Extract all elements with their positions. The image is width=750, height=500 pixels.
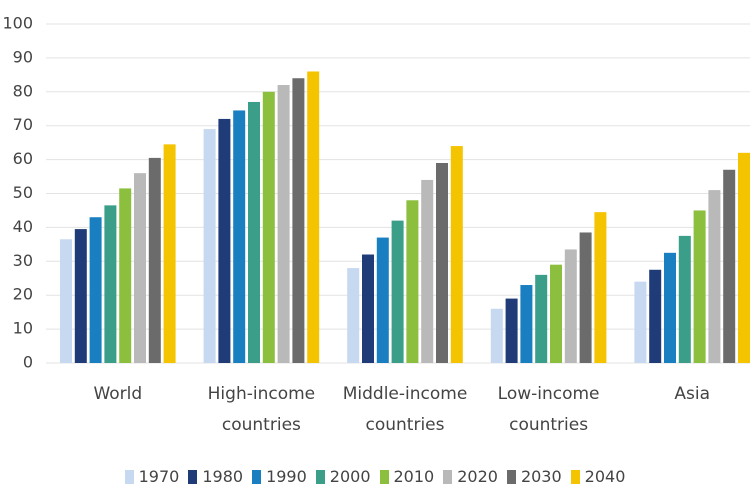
legend-label: 2030 [520,467,562,486]
bar [579,232,592,363]
y-tick-label: 30 [13,251,33,270]
bar [550,264,562,363]
bar [104,205,117,363]
legend-item: 2010 [379,467,435,486]
legend-swatch [315,469,325,484]
legend-item: 1970 [124,467,180,486]
y-tick-label: 10 [13,319,33,338]
x-tick-label: Asia [674,384,710,404]
bar [277,85,290,364]
bar [564,249,577,363]
bar [248,101,260,363]
legend-item: 1990 [252,467,307,486]
y-tick-label: 40 [13,217,33,236]
bar [119,188,132,363]
bar [262,91,275,364]
legend-item: 2000 [315,467,371,486]
y-tick-label: 90 [13,47,33,66]
y-tick-label: 70 [13,115,33,134]
y-tick-label: 60 [13,149,33,168]
legend-swatch [570,469,580,484]
legend-swatch [443,469,453,484]
legend-swatch [188,469,198,484]
y-tick-label: 50 [13,183,33,202]
legend-item: 1980 [188,467,243,486]
bar [347,268,360,363]
legend-swatch [379,469,389,484]
bar [535,274,548,363]
legend-swatch [124,469,134,484]
legend: 1970 1980 1990 2000 2010 2020 2030 2040 [0,467,750,486]
legend-label: 2000 [329,467,371,486]
legend-label: 2040 [584,467,626,486]
bar [594,212,607,363]
legend-swatch [252,469,262,484]
legend-item: 2030 [506,467,562,486]
x-tick-label: High-income countries [207,384,316,435]
y-tick-label: 80 [13,81,33,100]
bar [218,118,231,363]
bar [421,179,434,363]
bar [74,229,87,363]
y-tick-label: 20 [13,285,33,304]
legend-label: 1980 [202,467,244,486]
x-tick-label: Low-income countries [497,384,600,435]
legend-label: 1990 [266,467,307,486]
bar [693,210,706,363]
bar [134,173,146,363]
legend-label: 1970 [138,467,180,486]
legend-swatch [506,469,516,484]
bar [436,162,448,363]
bar [391,220,404,363]
bar [376,237,389,363]
x-tick-label: Middle-income countries [342,384,468,435]
bar [738,152,750,363]
bar [148,157,161,363]
bar [203,129,216,363]
legend-item: 2020 [443,467,498,486]
y-tick-label: 0 [23,353,33,372]
bar [406,200,419,363]
bar [708,190,721,363]
y-tick-label: 100 [2,14,33,33]
bar [163,144,176,363]
bar [292,78,305,364]
bar [723,169,736,363]
bar [450,146,463,363]
bar [233,110,246,363]
bar [505,298,518,363]
legend-item: 2040 [570,467,626,486]
legend-label: 2020 [457,467,498,486]
bar [649,269,662,363]
bar [664,252,676,363]
bar [520,285,533,363]
bar [307,71,320,364]
bar [60,239,72,363]
x-tick-label: World [93,384,143,404]
bar [634,281,647,363]
bar [678,235,691,363]
bar [89,217,102,363]
legend-label: 2010 [393,467,435,486]
bar [362,254,374,363]
bar [490,308,503,363]
